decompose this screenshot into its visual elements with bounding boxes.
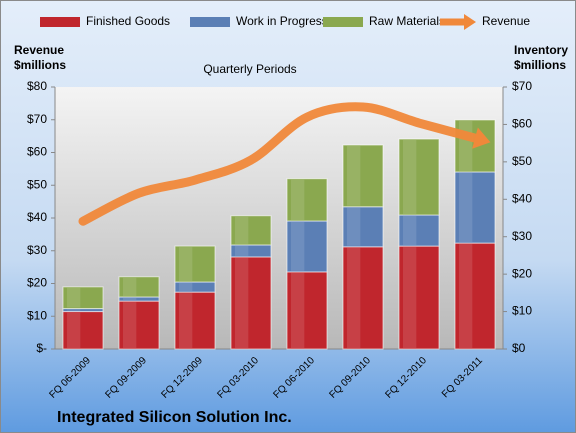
- bar-shine: [291, 272, 305, 348]
- y2-tick-label: $40: [512, 191, 532, 205]
- bar-segment: [230, 244, 272, 258]
- bar-shine: [179, 247, 193, 282]
- bar-segment: [62, 311, 104, 350]
- bar-fill: [174, 291, 216, 350]
- y-tick-label: $20: [27, 276, 47, 290]
- bar-fill: [398, 138, 440, 216]
- y-tick-label: $10: [27, 308, 47, 322]
- y-axis-title: Revenue: [14, 43, 64, 57]
- bar-shine: [123, 277, 137, 296]
- bar-fill: [454, 171, 496, 244]
- bar-shine: [347, 247, 361, 348]
- revenue-line: [78, 102, 480, 226]
- y-tick-label: $40: [27, 210, 47, 224]
- y-tick-label: $50: [27, 177, 47, 191]
- y-axis-title: $millions: [14, 58, 66, 72]
- bar-segment: [174, 291, 216, 350]
- bar-segment: [230, 256, 272, 350]
- bar-fill: [398, 245, 440, 350]
- bar-shine: [179, 283, 193, 292]
- bar-segment: [286, 220, 328, 273]
- y-tick-label: $30: [27, 243, 47, 257]
- bar-fill: [230, 215, 272, 246]
- legend-label: Finished Goods: [86, 14, 170, 28]
- bar-fill: [286, 220, 328, 273]
- bar-segment: [342, 144, 384, 208]
- bar-fill: [62, 286, 104, 310]
- bar-shine: [459, 120, 473, 171]
- bar-segment: [118, 296, 160, 302]
- bar-shine: [123, 297, 137, 301]
- bar-fill: [342, 246, 384, 350]
- bar-fill: [118, 276, 160, 298]
- y2-axis-title: Inventory: [514, 43, 568, 57]
- bar-shine: [347, 207, 361, 246]
- footer: Integrated Silicon Solution Inc.: [57, 409, 292, 426]
- bar-segment: [118, 276, 160, 298]
- bar-segment: [230, 215, 272, 246]
- bar-shine: [459, 172, 473, 243]
- y2-tick-label: $10: [512, 304, 532, 318]
- bar-fill: [118, 300, 160, 350]
- bar-segment: [398, 138, 440, 216]
- y-tick-label: $60: [27, 145, 47, 159]
- y2-tick-label: $50: [512, 154, 532, 168]
- bar-shine: [347, 146, 361, 206]
- bar-segment: [454, 171, 496, 244]
- bar-shine: [291, 221, 305, 271]
- legend-label: Raw Materials: [369, 14, 445, 28]
- bar-segment: [62, 286, 104, 310]
- y2-tick-label: $70: [512, 79, 532, 93]
- bar-fill: [174, 245, 216, 283]
- bar-fill: [230, 256, 272, 350]
- bar-fill: [286, 271, 328, 350]
- bar-segment: [118, 300, 160, 350]
- legend-swatch: [323, 17, 363, 27]
- legend-arrow: [464, 14, 476, 30]
- bar-shine: [67, 312, 81, 348]
- y2-tick-label: $0: [512, 341, 526, 355]
- bar-shine: [235, 216, 249, 244]
- line-arrow: [472, 127, 491, 149]
- bar-fill: [342, 144, 384, 208]
- bar-fill: [62, 311, 104, 350]
- bar-shine: [123, 302, 137, 348]
- legend-swatch: [190, 17, 230, 27]
- bar-shine: [459, 244, 473, 348]
- y-tick-label: $80: [27, 79, 47, 93]
- bar-shine: [179, 293, 193, 348]
- bar-segment: [174, 281, 216, 293]
- bar-fill: [398, 214, 440, 247]
- bar-shine: [235, 257, 249, 348]
- bar-shine: [403, 140, 417, 215]
- y2-axis-title: $millions: [514, 58, 566, 72]
- bar-fill: [454, 242, 496, 350]
- bar-segment: [398, 214, 440, 247]
- chart-title: Quarterly Periods: [203, 62, 296, 76]
- legend-label: Revenue: [482, 14, 530, 28]
- bar-fill: [342, 206, 384, 248]
- bar-shine: [235, 245, 249, 256]
- bar-fill: [286, 178, 328, 222]
- bar-shine: [403, 247, 417, 348]
- y-tick-label: $70: [27, 112, 47, 126]
- bar-segment: [342, 246, 384, 350]
- y-tick-label: $-: [36, 341, 47, 355]
- bar-shine: [67, 287, 81, 308]
- bar-shine: [291, 179, 305, 220]
- y2-tick-label: $30: [512, 229, 532, 243]
- bar-segment: [286, 178, 328, 222]
- bar-segment: [286, 271, 328, 350]
- bar-segment: [174, 245, 216, 283]
- y2-tick-label: $20: [512, 266, 532, 280]
- legend-swatch: [40, 17, 80, 27]
- y2-tick-label: $60: [512, 117, 532, 131]
- bar-segment: [398, 245, 440, 350]
- bar-shine: [403, 216, 417, 246]
- bar-shine: [67, 309, 81, 311]
- bar-segment: [342, 206, 384, 248]
- legend-label: Work in Progress: [236, 14, 328, 28]
- bar-segment: [454, 242, 496, 350]
